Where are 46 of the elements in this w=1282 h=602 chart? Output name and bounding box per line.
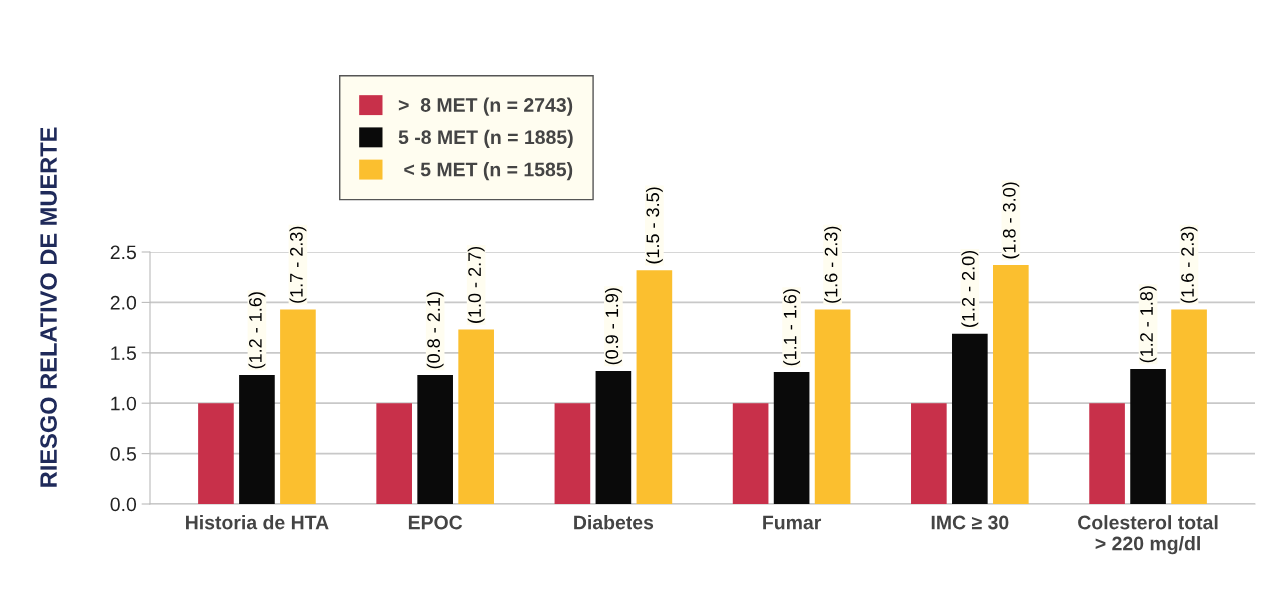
x-tick-label: Colesterol total > 220 mg/dl [1078,515,1218,555]
bar [417,374,453,504]
data-label: (1.1 - 1.6) [783,289,801,366]
bar [952,333,988,504]
data-label: (1.6 - 2.3) [824,226,842,303]
data-label: (1.2 - 1.6) [248,292,266,369]
y-axis-title: RIESGO RELATIVO DE MUERTE [40,127,57,487]
bar [636,270,673,504]
legend-label: > 8 MET (n = 2743) [398,97,573,116]
data-label: (1.2 - 1.8) [1139,286,1157,363]
x-tick-label: EPOC [408,515,463,530]
data-label: (0.8 - 2.1) [426,292,444,369]
y-tick-label: 2.5 [110,245,136,260]
bar [814,309,851,504]
data-label: (1.7 - 2.3) [289,226,307,303]
bar [1171,309,1207,504]
y-tick-label: 1.0 [111,396,137,411]
data-label: (1.8 - 3.0) [1002,182,1020,259]
data-label: (1.6 - 2.3) [1180,226,1198,303]
data-label: (1.0 - 2.7) [467,246,485,323]
bar [1130,368,1166,504]
legend-label: < 5 MET (n = 1585) [404,162,573,181]
x-tick-label: Fumar [763,515,822,530]
x-tick-label: IMC ≥ 30 [931,515,1009,530]
bar [376,403,412,504]
x-tick-label: Diabetes [574,515,654,530]
bar [239,374,275,504]
data-label: (1.5 - 3.5) [645,187,663,264]
bar [773,371,810,504]
bar [280,309,316,504]
y-tick-label: 0.5 [110,447,136,461]
y-tick-label: 1.5 [111,346,136,361]
data-label: (1.2 - 2.0) [961,250,979,327]
bar [993,265,1029,504]
data-label: (0.9 - 1.9) [604,288,622,365]
bar [198,403,234,504]
bar [458,329,494,504]
bar [554,403,591,504]
legend-label: 5 -8 MET (n = 1885) [398,129,573,148]
bar [732,403,769,504]
bar [911,403,947,504]
bar [595,370,632,504]
bar [1089,403,1125,504]
y-tick-label: 0.0 [110,497,137,512]
x-tick-label: Historia de HTA [186,515,329,530]
y-tick-label: 2.0 [110,295,137,310]
